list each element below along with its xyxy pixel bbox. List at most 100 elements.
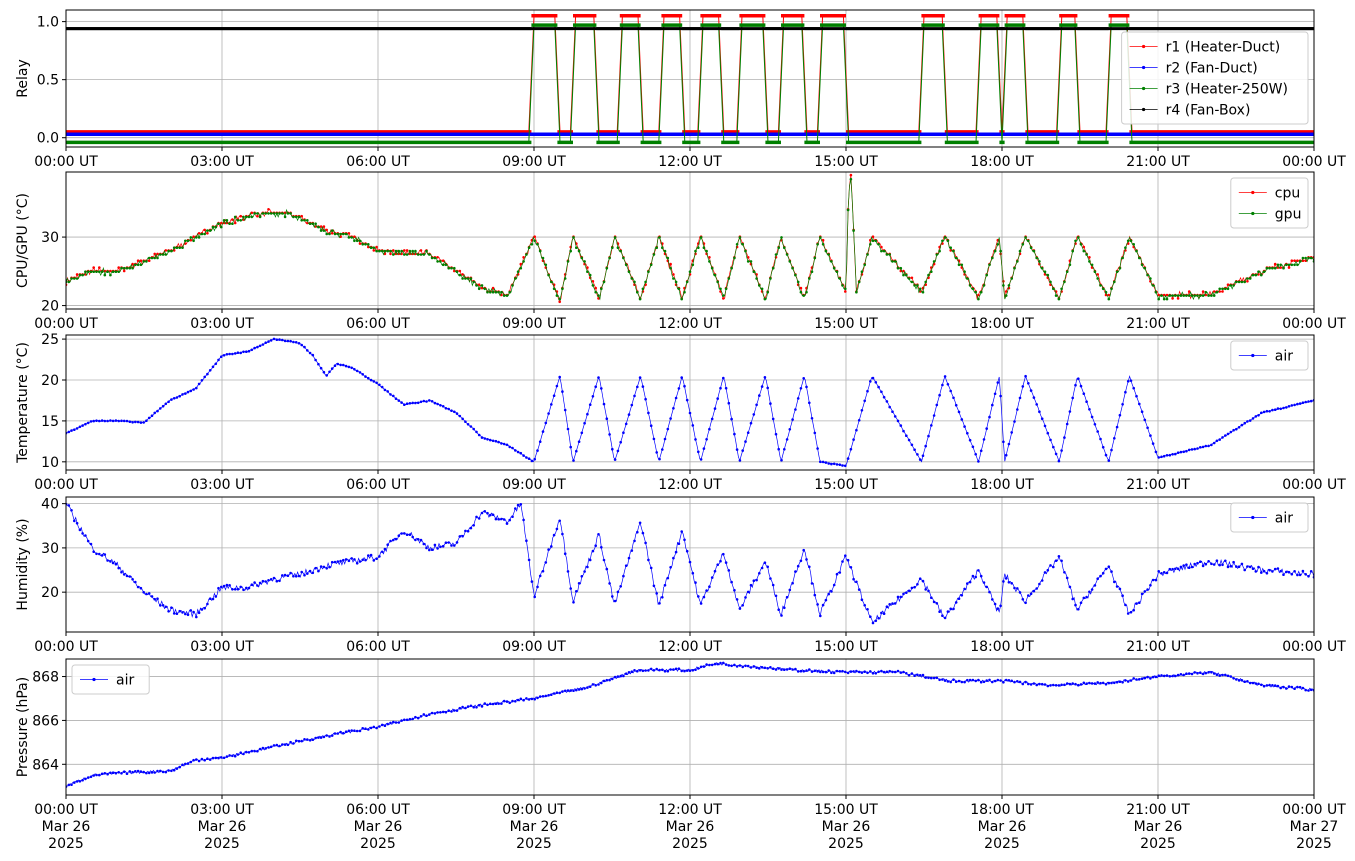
data-point bbox=[735, 448, 739, 451]
data-point bbox=[722, 297, 725, 300]
data-point bbox=[813, 669, 817, 673]
data-point bbox=[192, 758, 195, 762]
data-point bbox=[594, 286, 597, 290]
data-point bbox=[236, 219, 240, 222]
data-point bbox=[1179, 565, 1183, 569]
data-point bbox=[178, 765, 181, 769]
data-point bbox=[1090, 263, 1094, 267]
data-point bbox=[489, 513, 492, 517]
data-point bbox=[1132, 608, 1135, 612]
xtick-label: 06:00 UT bbox=[346, 154, 410, 170]
data-point bbox=[92, 270, 95, 274]
data-point bbox=[996, 243, 1000, 246]
data-point bbox=[1082, 392, 1086, 396]
data-point bbox=[580, 575, 584, 578]
data-point bbox=[758, 572, 761, 575]
data-point bbox=[441, 544, 445, 548]
data-point bbox=[832, 266, 836, 270]
data-point bbox=[630, 403, 634, 407]
plot-area bbox=[66, 173, 1314, 304]
data-point bbox=[966, 431, 969, 435]
data-point bbox=[838, 670, 842, 673]
data-point bbox=[161, 253, 165, 256]
data-point bbox=[694, 581, 697, 584]
data-point bbox=[308, 222, 312, 225]
data-point bbox=[830, 590, 833, 593]
data-point bbox=[278, 212, 281, 215]
data-point bbox=[1154, 675, 1158, 679]
data-point bbox=[1293, 263, 1296, 267]
data-point bbox=[367, 728, 370, 731]
xtick-label: 12:00 UT bbox=[658, 802, 722, 818]
data-point bbox=[1024, 374, 1027, 378]
data-point bbox=[464, 529, 467, 533]
data-point bbox=[86, 776, 90, 779]
data-point bbox=[1135, 249, 1138, 253]
data-point bbox=[258, 344, 262, 348]
data-point bbox=[1276, 407, 1280, 410]
data-point bbox=[713, 569, 717, 573]
data-point bbox=[322, 735, 326, 739]
data-point bbox=[461, 417, 464, 421]
data-point bbox=[1199, 671, 1202, 674]
data-point bbox=[760, 287, 764, 291]
data-point bbox=[281, 743, 284, 746]
data-point bbox=[863, 604, 866, 607]
data-point bbox=[1187, 294, 1191, 297]
data-point bbox=[663, 670, 667, 673]
data-point bbox=[156, 409, 159, 413]
data-point bbox=[783, 606, 786, 610]
data-point bbox=[1207, 560, 1210, 563]
data-point bbox=[1243, 421, 1246, 425]
data-point bbox=[1054, 294, 1058, 297]
data-point bbox=[1138, 256, 1141, 260]
data-point bbox=[672, 277, 675, 280]
data-point bbox=[849, 566, 853, 569]
data-point bbox=[203, 232, 206, 236]
data-point bbox=[738, 664, 742, 667]
data-point bbox=[638, 297, 642, 301]
data-point bbox=[519, 697, 523, 701]
data-point bbox=[336, 232, 340, 236]
data-point bbox=[109, 771, 112, 775]
data-point bbox=[1182, 564, 1185, 567]
data-point bbox=[769, 666, 772, 669]
data-point bbox=[161, 604, 165, 607]
data-point bbox=[497, 440, 500, 444]
data-point bbox=[428, 253, 431, 256]
data-point bbox=[120, 772, 123, 775]
data-point bbox=[910, 276, 914, 280]
data-point bbox=[347, 232, 351, 235]
data-point bbox=[428, 399, 431, 402]
data-point bbox=[378, 725, 381, 728]
data-point bbox=[597, 683, 600, 686]
data-point bbox=[164, 770, 168, 774]
ytick-label: 1.0 bbox=[37, 15, 59, 31]
xtick-year: 2025 bbox=[204, 836, 240, 852]
data-point bbox=[134, 770, 137, 773]
data-point bbox=[303, 573, 306, 577]
data-point bbox=[269, 578, 273, 581]
data-point bbox=[477, 287, 481, 291]
data-point bbox=[150, 771, 154, 774]
data-point bbox=[414, 249, 417, 253]
data-point bbox=[1082, 249, 1086, 253]
data-point bbox=[469, 277, 473, 280]
data-point bbox=[613, 599, 617, 603]
data-point bbox=[317, 362, 320, 366]
data-point bbox=[1240, 562, 1244, 566]
data-point bbox=[1032, 589, 1036, 593]
data-point bbox=[907, 673, 911, 677]
data-point bbox=[738, 236, 742, 239]
data-point bbox=[943, 236, 947, 239]
data-point bbox=[364, 558, 367, 562]
data-point bbox=[289, 571, 292, 575]
data-point bbox=[1212, 563, 1216, 566]
data-point bbox=[497, 290, 500, 294]
data-point bbox=[477, 283, 481, 287]
data-point bbox=[1232, 284, 1235, 287]
data-point bbox=[211, 365, 215, 369]
data-point bbox=[979, 449, 983, 453]
